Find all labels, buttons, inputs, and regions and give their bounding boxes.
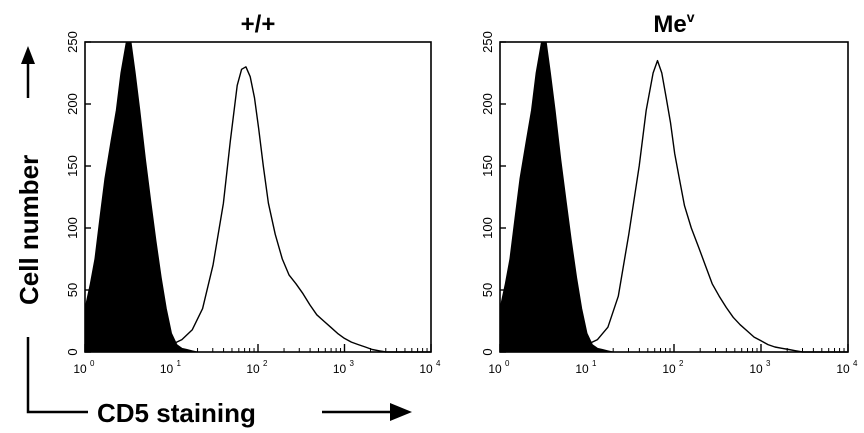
x-tick-label: 10 — [575, 362, 589, 376]
x-tick-exponent: 4 — [436, 359, 441, 368]
y-tick-label: 250 — [480, 31, 495, 53]
x-tick-exponent: 3 — [766, 359, 771, 368]
y-tick-label: 200 — [65, 93, 80, 115]
y-tick-label: 150 — [480, 155, 495, 177]
x-axis-arrow — [26, 337, 412, 421]
outline-histogram — [499, 59, 848, 353]
x-tick-exponent: 0 — [90, 359, 95, 368]
x-tick-label: 10 — [419, 362, 433, 376]
y-tick-label: 100 — [65, 217, 80, 239]
panel-title: Mev — [653, 9, 694, 38]
filled-histogram — [499, 41, 614, 353]
y-tick-label: 0 — [480, 348, 495, 355]
y-tick-label: 50 — [480, 283, 495, 297]
x-tick-exponent: 2 — [263, 359, 268, 368]
filled-histogram — [84, 41, 198, 353]
x-tick-exponent: 0 — [505, 359, 510, 368]
x-tick-exponent: 2 — [679, 359, 684, 368]
panel-title: +/+ — [241, 11, 276, 38]
y-tick-label: 200 — [480, 93, 495, 115]
y-tick-label: 50 — [65, 283, 80, 297]
y-axis-title: Cell number — [14, 155, 44, 305]
outline-histogram — [84, 66, 431, 353]
panel-title-superscript: v — [687, 9, 695, 25]
y-tick-label: 0 — [65, 348, 80, 355]
y-tick-label: 250 — [65, 31, 80, 53]
x-tick-label: 10 — [246, 362, 260, 376]
y-tick-label: 150 — [65, 155, 80, 177]
panel-title-text: +/+ — [241, 11, 276, 38]
x-tick-exponent: 1 — [592, 359, 597, 368]
x-tick-label: 10 — [73, 362, 87, 376]
x-tick-label: 10 — [836, 362, 850, 376]
x-tick-label: 10 — [662, 362, 676, 376]
x-tick-label: 10 — [160, 362, 174, 376]
y-axis-arrow — [21, 46, 35, 98]
y-tick-label: 100 — [480, 217, 495, 239]
x-tick-label: 10 — [749, 362, 763, 376]
x-tick-exponent: 3 — [350, 359, 355, 368]
x-axis-title: CD5 staining — [97, 398, 256, 428]
x-tick-exponent: 1 — [177, 359, 182, 368]
panel-title-text: Me — [653, 11, 686, 38]
x-tick-exponent: 4 — [853, 359, 858, 368]
x-tick-label: 10 — [488, 362, 502, 376]
x-tick-label: 10 — [333, 362, 347, 376]
